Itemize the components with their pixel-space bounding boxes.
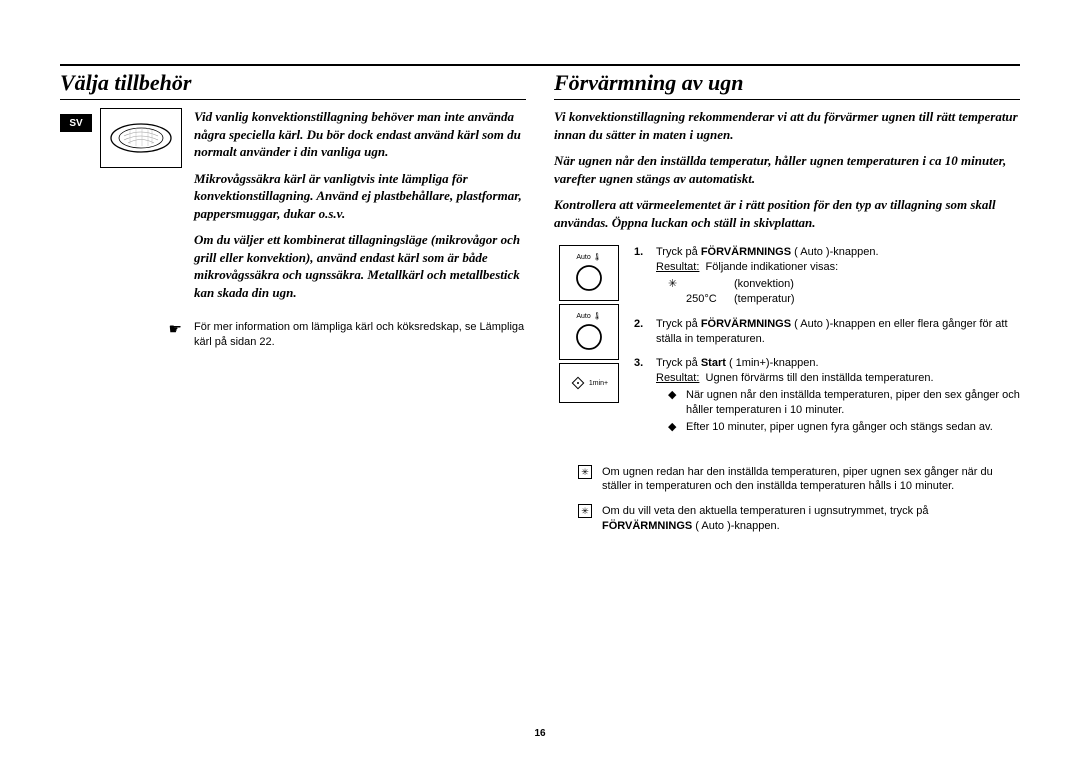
footnote-icon-1: ✳ — [578, 465, 592, 479]
step-3: 3. Tryck på Start ( 1min+)-knappen. Resu… — [634, 356, 1020, 436]
step3-bullet-1: När ugnen når den inställda temperaturen… — [686, 388, 1020, 418]
thermometer-icon: 🌡 — [593, 253, 602, 261]
footnote-2-bold: FÖRVÄRMNINGS — [602, 520, 692, 532]
step1-bold: FÖRVÄRMNINGS — [701, 246, 791, 258]
temp-label: (temperatur) — [734, 292, 795, 307]
step3-text-a: Tryck på — [656, 357, 701, 369]
right-column: Förvärmning av ugn Vi konvektionstillagn… — [554, 70, 1020, 544]
right-p2: När ugnen når den inställda temperatur, … — [554, 152, 1020, 187]
preheat-button-icon-2: Auto🌡 — [559, 304, 619, 360]
dish-illustration — [100, 108, 182, 168]
start-button-icon: 1min+ — [559, 363, 619, 403]
step-list: 1. Tryck på FÖRVÄRMNINGS ( Auto )-knappe… — [634, 245, 1020, 446]
thermometer-icon: 🌡 — [593, 312, 602, 320]
right-p3: Kontrollera att värmeelementet är i rätt… — [554, 196, 1020, 231]
diamond-bullet-icon: ◆ — [668, 420, 678, 435]
left-heading: Välja tillbehör — [60, 70, 526, 100]
footnote-2b: ( Auto )-knappen. — [692, 520, 779, 532]
left-note: ☛ För mer information om lämpliga kärl o… — [60, 320, 526, 350]
convection-icon: ✳ — [668, 277, 678, 292]
right-p1: Vi konvektionstillagning rekommenderar v… — [554, 108, 1020, 143]
step-icons-column: Auto🌡 Auto🌡 1min+ — [554, 245, 624, 446]
steps-section: Auto🌡 Auto🌡 1min+ — [554, 245, 1020, 446]
left-p2: Mikrovågssäkra kärl är vanligtvis inte l… — [194, 170, 526, 223]
right-heading: Förvärmning av ugn — [554, 70, 1020, 100]
step2-bold: FÖRVÄRMNINGS — [701, 318, 791, 330]
step2-text-a: Tryck på — [656, 318, 701, 330]
footnote-1: Om ugnen redan har den inställda tempera… — [602, 465, 1020, 495]
step1-result-text: Följande indikationer visas: — [706, 261, 839, 273]
auto-label-2: Auto — [576, 313, 590, 320]
footnotes: ✳ Om ugnen redan har den inställda tempe… — [554, 465, 1020, 534]
footnote-2: Om du vill veta den aktuella temperature… — [602, 504, 1020, 534]
right-intro-text: Vi konvektionstillagning rekommenderar v… — [554, 108, 1020, 231]
left-column: Välja tillbehör Vid vanlig konvektionsti… — [60, 70, 526, 544]
step-3-num: 3. — [634, 356, 648, 436]
step3-text-b: ( 1min+)-knappen. — [726, 357, 819, 369]
left-p1: Vid vanlig konvektionstillagning behöver… — [194, 108, 526, 161]
footnote-2a: Om du vill veta den aktuella temperature… — [602, 505, 928, 517]
top-rule — [60, 64, 1020, 66]
step1-result-label: Resultat: — [656, 261, 699, 273]
note-pointer-icon: ☛ — [100, 320, 182, 350]
note-text: För mer information om lämpliga kärl och… — [194, 320, 526, 350]
page-number: 16 — [0, 728, 1080, 739]
auto-label-1: Auto — [576, 254, 590, 261]
diamond-bullet-icon: ◆ — [668, 388, 678, 418]
preheat-button-icon-1: Auto🌡 — [559, 245, 619, 301]
left-p3: Om du väljer ett kombinerat tillagningsl… — [194, 231, 526, 301]
step3-bullet-2: Efter 10 minuter, piper ugnen fyra gånge… — [686, 420, 993, 435]
language-tab: SV — [60, 114, 92, 132]
step1-text-a: Tryck på — [656, 246, 701, 258]
step3-result-label: Resultat: — [656, 372, 699, 384]
step-1-num: 1. — [634, 245, 648, 306]
step3-result-text: Ugnen förvärms till den inställda temper… — [706, 372, 934, 384]
convection-label: (konvektion) — [734, 277, 794, 292]
diamond-icon — [570, 375, 586, 391]
left-intro-text: Vid vanlig konvektionstillagning behöver… — [194, 108, 526, 310]
step-1: 1. Tryck på FÖRVÄRMNINGS ( Auto )-knappe… — [634, 245, 1020, 306]
step-2-num: 2. — [634, 317, 648, 347]
page: Välja tillbehör Vid vanlig konvektionsti… — [0, 0, 1080, 574]
btn-1min-label: 1min+ — [589, 380, 608, 387]
step1-text-b: ( Auto )-knappen. — [791, 246, 878, 258]
step-2: 2. Tryck på FÖRVÄRMNINGS ( Auto )-knappe… — [634, 317, 1020, 347]
footnote-icon-2: ✳ — [578, 504, 592, 518]
step3-bold: Start — [701, 357, 726, 369]
temp-value: 250°C — [686, 292, 726, 307]
